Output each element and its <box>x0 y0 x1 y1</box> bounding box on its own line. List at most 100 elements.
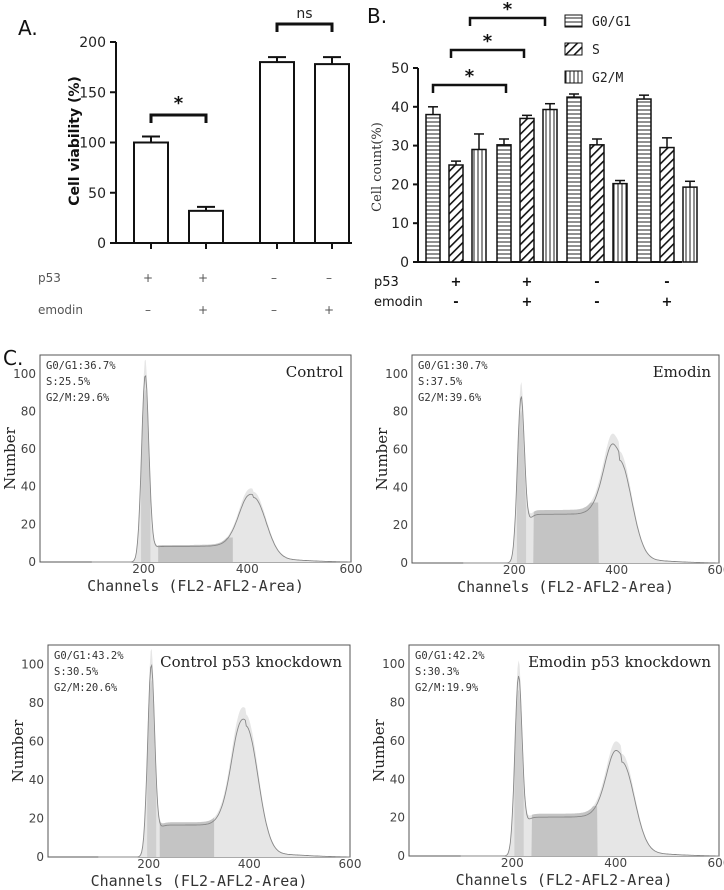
histogram-g1-core <box>141 389 151 562</box>
histogram-x-tick-label: 600 <box>708 856 724 870</box>
histogram-stat: G0/G1:30.7% <box>418 360 488 372</box>
panel-b-label: B. <box>367 4 387 28</box>
legend-swatch-s <box>564 42 583 56</box>
histogram-stat: G2/M:20.6% <box>54 682 118 694</box>
viability-significance-bracket <box>275 22 334 32</box>
cell-count-bar <box>566 96 582 263</box>
cell-count-bar <box>589 144 605 263</box>
legend-label-g2m: G2/M <box>592 71 623 86</box>
histogram-y-tick-label: 0 <box>400 556 408 570</box>
histogram-outline <box>91 375 351 563</box>
histogram-x-tick-label: 200 <box>132 562 155 576</box>
viability-y-tick-label: 0 <box>97 236 106 252</box>
histogram-s-phase-area <box>158 537 233 562</box>
viability-condition-mark: + <box>198 271 208 285</box>
cell-count-condition-name: emodin <box>374 295 423 310</box>
histogram-stat: S:30.3% <box>415 666 460 678</box>
cell-count-y-tick-label: 10 <box>391 216 409 232</box>
cell-count-bar <box>471 148 487 263</box>
viability-bar <box>188 209 224 244</box>
cell-count-bar <box>612 182 628 263</box>
cell-count-condition-mark: - <box>664 275 669 290</box>
histogram-y-axis-label: Number <box>370 718 388 781</box>
histogram-outline <box>98 663 350 858</box>
histogram-y-tick-label: 100 <box>385 367 408 381</box>
histogram-y-tick-label: 0 <box>36 850 44 864</box>
histogram-x-tick-label: 400 <box>605 563 628 577</box>
histogram-stat: S:30.5% <box>54 666 99 678</box>
histogram-y-tick-label: 40 <box>390 772 405 786</box>
cell-count-y-tick-label: 40 <box>391 100 409 116</box>
histogram-stat: G0/G1:36.7% <box>46 360 116 372</box>
viability-chart: Cell viability (%) 0 50 100 150 200 * ns p53 + + –… <box>38 6 352 317</box>
histogram-s-phase-area <box>533 502 599 563</box>
viability-condition-mark: – <box>145 303 151 317</box>
histogram-y-tick-label: 100 <box>382 657 405 671</box>
viability-condition-mark: – <box>326 271 332 285</box>
histogram-y-tick-label: 0 <box>397 849 405 863</box>
histogram-y-tick-label: 80 <box>29 696 44 710</box>
histogram-y-tick-label: 100 <box>21 657 44 671</box>
histogram-y-tick-label: 20 <box>21 517 36 531</box>
histogram-stat: G2/M:19.9% <box>415 682 479 694</box>
cell-count-bar <box>542 108 558 263</box>
histogram-y-tick-label: 40 <box>393 480 408 494</box>
histogram-y-tick-label: 40 <box>29 773 44 787</box>
histogram-x-axis-label: Channels (FL2-AFL2-Area) <box>456 871 673 889</box>
legend: G0/G1 S G2/M <box>564 14 631 86</box>
histogram-y-tick-label: 0 <box>28 555 36 569</box>
cell-count-y-tick-label: 30 <box>391 139 409 155</box>
viability-y-axis-label: Cell viability (%) <box>67 76 83 206</box>
histogram-envelope-area <box>460 660 719 856</box>
legend-swatch-g0g1 <box>564 14 583 28</box>
viability-condition-name: emodin <box>38 303 83 317</box>
viability-significance-label: * <box>174 93 184 114</box>
cell-count-condition-mark: + <box>662 295 673 310</box>
cell-count-condition-mark: - <box>594 295 599 310</box>
histogram-control-p53-knockdown: 0 20 40 60 80 100 200 400 600 Channels (FL2-AFL2-… <box>9 644 362 890</box>
viability-y-tick-label: 100 <box>79 136 106 152</box>
viability-bar <box>259 61 295 244</box>
histogram-g1-core <box>147 680 157 857</box>
cell-count-condition-mark: - <box>594 275 599 290</box>
histogram-stat: G2/M:29.6% <box>46 392 110 404</box>
histogram-title: Emodin <box>653 363 712 381</box>
cell-count-y-tick-label: 50 <box>391 61 409 77</box>
cell-count-condition-mark: + <box>522 295 533 310</box>
histogram-control: 0 20 40 60 80 100 200 400 600 Channels (FL2-AFL2-… <box>1 354 363 595</box>
histogram-x-axis-label: Channels (FL2-AFL2-Area) <box>87 577 304 595</box>
cell-count-bar <box>659 146 675 263</box>
histogram-x-tick-label: 200 <box>137 857 160 871</box>
histogram-frame <box>47 644 351 858</box>
viability-y-tick-label: 50 <box>88 186 106 202</box>
histogram-x-tick-label: 400 <box>236 562 259 576</box>
histogram-outline <box>463 396 719 564</box>
cell-count-bar <box>448 164 464 263</box>
histogram-x-tick-label: 600 <box>339 857 362 871</box>
cell-count-condition-mark: + <box>451 275 462 290</box>
histogram-g1-core <box>514 689 524 856</box>
viability-significance-label: ns <box>296 6 312 22</box>
histogram-y-tick-label: 20 <box>393 518 408 532</box>
cell-count-significance-label: * <box>483 31 493 52</box>
viability-condition-mark: + <box>324 303 334 317</box>
histogram-x-tick-label: 600 <box>340 562 363 576</box>
viability-y-tick-label: 150 <box>79 85 106 101</box>
cell-count-significance-bracket <box>449 48 526 58</box>
cell-count-bar <box>682 186 698 263</box>
histogram-y-tick-label: 100 <box>13 367 36 381</box>
cell-count-y-tick-label: 0 <box>400 255 409 271</box>
viability-condition-mark: – <box>271 303 277 317</box>
histogram-y-tick-label: 80 <box>390 696 405 710</box>
histogram-y-tick-label: 60 <box>21 442 36 456</box>
viability-condition-name: p53 <box>38 271 61 285</box>
histogram-x-tick-label: 400 <box>604 856 627 870</box>
viability-condition-mark: + <box>198 303 208 317</box>
histogram-title: Control p53 knockdown <box>160 653 342 671</box>
histogram-y-tick-label: 80 <box>21 404 36 418</box>
histogram-emodin: 0 20 40 60 80 100 200 400 600 Channels (FL2-AFL2-… <box>373 354 724 596</box>
histogram-x-tick-label: 200 <box>501 856 524 870</box>
legend-label-g0g1: G0/G1 <box>592 15 631 30</box>
cell-count-significance-label: * <box>465 66 475 87</box>
